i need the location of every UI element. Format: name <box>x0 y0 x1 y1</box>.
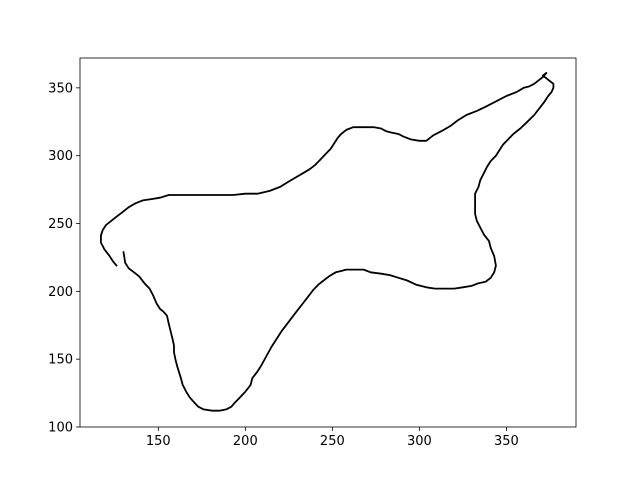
y-tick-label: 150 <box>48 353 73 368</box>
y-tick-label: 350 <box>48 81 73 96</box>
y-tick-label: 300 <box>48 149 73 164</box>
series-line-0 <box>100 72 555 412</box>
x-axis: 150 200 250 300 350 <box>146 427 519 449</box>
x-tick-label: 200 <box>233 434 258 449</box>
y-tick-label: 100 <box>48 421 73 436</box>
y-tick-label: 200 <box>48 285 73 300</box>
x-tick-label: 350 <box>494 434 519 449</box>
axes-frame <box>79 57 577 428</box>
y-axis: 100 150 200 250 300 350 <box>48 81 80 436</box>
y-tick-label: 250 <box>48 217 73 232</box>
x-tick-label: 150 <box>146 434 171 449</box>
plot-area <box>100 72 555 412</box>
x-tick-label: 250 <box>320 434 345 449</box>
x-tick-label: 300 <box>407 434 432 449</box>
